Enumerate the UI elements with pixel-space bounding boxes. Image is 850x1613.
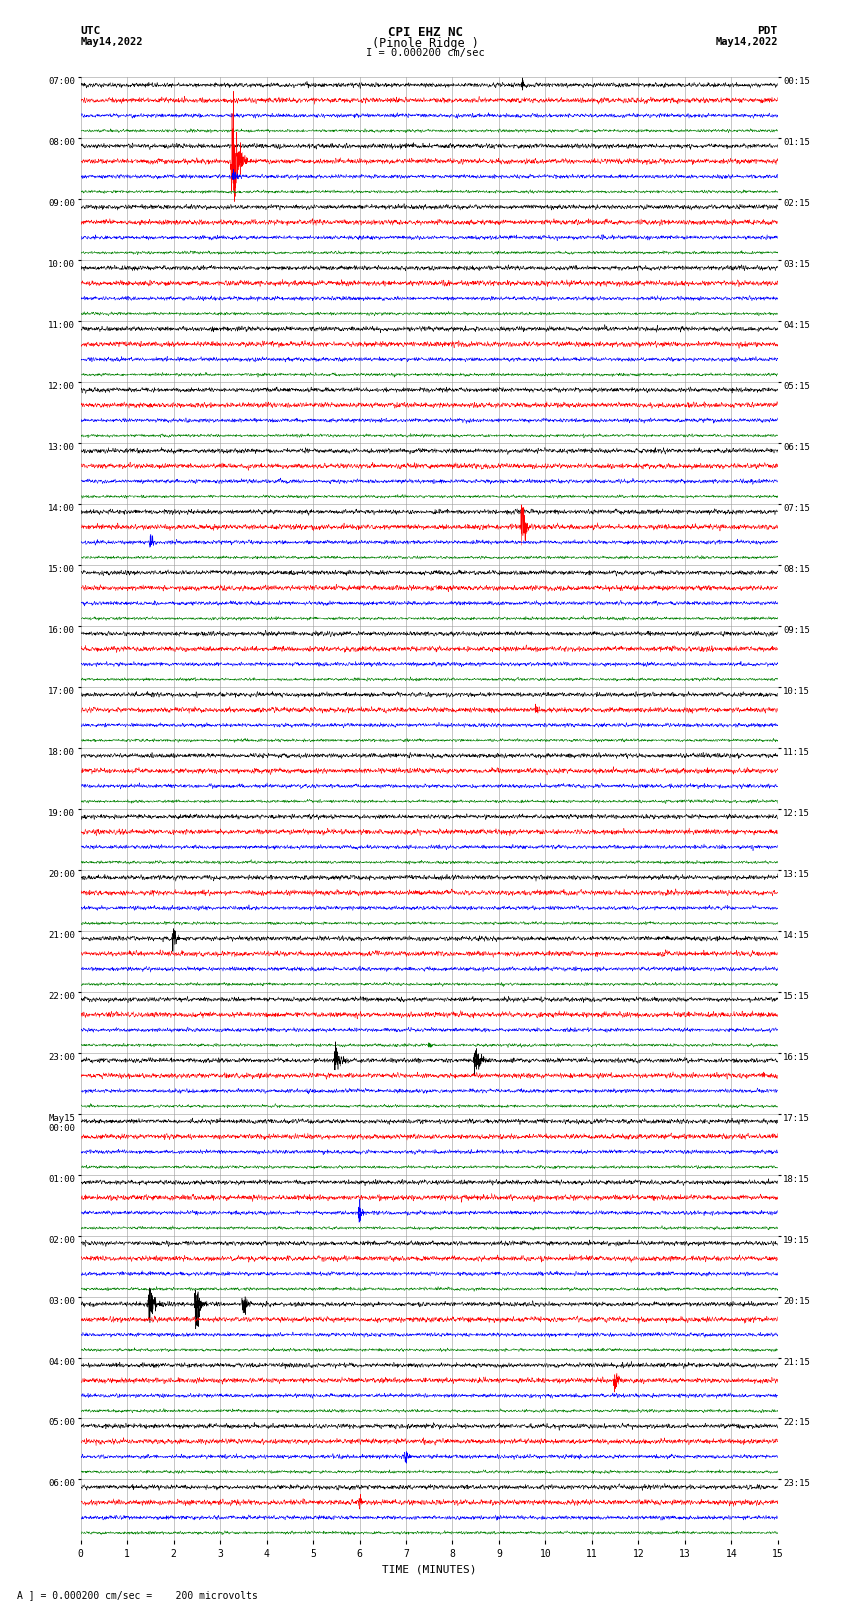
Text: May14,2022: May14,2022 xyxy=(81,37,144,47)
Text: May14,2022: May14,2022 xyxy=(715,37,778,47)
Text: A ] = 0.000200 cm/sec =    200 microvolts: A ] = 0.000200 cm/sec = 200 microvolts xyxy=(17,1590,258,1600)
Text: (Pinole Ridge ): (Pinole Ridge ) xyxy=(371,37,479,50)
Text: I = 0.000200 cm/sec: I = 0.000200 cm/sec xyxy=(366,48,484,58)
Text: PDT: PDT xyxy=(757,26,778,35)
Text: CPI EHZ NC: CPI EHZ NC xyxy=(388,26,462,39)
X-axis label: TIME (MINUTES): TIME (MINUTES) xyxy=(382,1565,477,1574)
Text: UTC: UTC xyxy=(81,26,101,35)
